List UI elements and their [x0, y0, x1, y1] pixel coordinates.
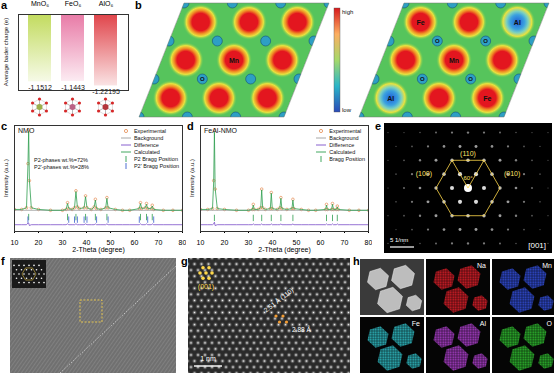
html-text:Difference: Difference	[329, 141, 355, 148]
svg-text:30: 30	[245, 239, 253, 246]
html-text:a: a	[1, 0, 8, 11]
svg-text:Mn: Mn	[542, 262, 552, 269]
svg-text:Average bader charge (e): Average bader charge (e)	[3, 18, 9, 86]
svg-text:60: 60	[317, 239, 325, 246]
svg-text:high: high	[342, 9, 353, 15]
html-text:f: f	[1, 255, 5, 267]
html-text:P2-phases wt.%=72%: P2-phases wt.%=72%	[34, 157, 88, 163]
svg-text:[001]: [001]	[528, 241, 546, 250]
html-text:FeAl-NMO: FeAl-NMO	[204, 127, 238, 134]
html-text:Bragg Position: Bragg Position	[329, 155, 365, 162]
svg-text:70: 70	[341, 239, 349, 246]
svg-text:O: O	[483, 38, 488, 44]
svg-text:10: 10	[11, 239, 19, 246]
svg-text:80: 80	[365, 239, 372, 246]
svg-text:Intensity (a.u.): Intensity (a.u.)	[3, 159, 9, 197]
svg-text:Fe: Fe	[417, 19, 425, 26]
html-text:Experimental: Experimental	[133, 127, 166, 134]
svg-text:2-Theta (degree): 2-Theta (degree)	[258, 246, 311, 254]
svg-text:Al: Al	[480, 320, 487, 327]
html-text:Difference: Difference	[133, 141, 159, 148]
html-text:b: b	[135, 0, 142, 11]
svg-text:20: 20	[35, 239, 43, 246]
svg-text:20: 20	[221, 239, 229, 246]
svg-text:2.51 Å (110): 2.51 Å (110)	[262, 286, 295, 315]
svg-text:O: O	[200, 76, 205, 82]
svg-text:O: O	[547, 320, 553, 327]
svg-text:70: 70	[155, 239, 163, 246]
html-text:Calculated: Calculated	[329, 148, 356, 155]
svg-text:Na: Na	[477, 262, 486, 269]
html-text:Experimental: Experimental	[329, 127, 362, 134]
svg-text:40: 40	[268, 239, 277, 247]
svg-text:Al: Al	[387, 95, 394, 102]
svg-text:-1.1443: -1.1443	[61, 84, 85, 91]
svg-text:FeO₆: FeO₆	[65, 0, 82, 7]
svg-text:2.88 Å: 2.88 Å	[292, 325, 311, 333]
html-text:d: d	[187, 120, 194, 132]
svg-text:-1.22195: -1.22195	[92, 88, 120, 95]
html-text:Background: Background	[329, 134, 359, 141]
html-text:g: g	[181, 255, 188, 267]
svg-text:50: 50	[292, 239, 301, 247]
svg-text:O: O	[468, 76, 473, 82]
svg-text:O: O	[420, 76, 425, 82]
svg-text:(100): (100)	[416, 170, 432, 178]
svg-text:50: 50	[106, 239, 115, 247]
html-text:NMO: NMO	[18, 127, 35, 134]
svg-text:MnO₆: MnO₆	[31, 0, 49, 7]
svg-text:5 1/nm: 5 1/nm	[390, 237, 408, 243]
svg-text:(010): (010)	[504, 170, 520, 178]
html-text:P2' Bragg Position: P2' Bragg Position	[133, 162, 179, 169]
html-text:P2 Bragg Position: P2 Bragg Position	[133, 155, 178, 162]
svg-text:80: 80	[179, 239, 186, 246]
svg-text:Fe: Fe	[412, 320, 420, 327]
svg-text:60°: 60°	[463, 175, 473, 181]
svg-text:Mn: Mn	[229, 57, 239, 64]
html-text:Background: Background	[133, 134, 164, 141]
svg-text:Al: Al	[514, 19, 521, 26]
svg-text:Mn: Mn	[449, 57, 459, 64]
svg-text:1 nm: 1 nm	[200, 355, 216, 362]
svg-text:2-Theta (degree): 2-Theta (degree)	[72, 246, 125, 254]
html-text:h: h	[353, 255, 360, 267]
svg-text:-1.1512: -1.1512	[28, 84, 52, 91]
svg-text:Fe: Fe	[483, 95, 491, 102]
svg-text:40: 40	[82, 239, 91, 247]
svg-text:60: 60	[131, 239, 139, 246]
svg-text:low: low	[342, 107, 352, 113]
svg-text:O: O	[435, 38, 440, 44]
svg-text:(001): (001)	[198, 283, 214, 291]
svg-text:Intensity (a.u.): Intensity (a.u.)	[189, 159, 195, 197]
html-text:c: c	[1, 120, 8, 132]
svg-text:(110): (110)	[460, 150, 476, 158]
svg-text:30: 30	[59, 239, 67, 246]
svg-text:10: 10	[197, 239, 205, 246]
html-text:Calculated: Calculated	[133, 148, 160, 155]
svg-text:AlO₆: AlO₆	[99, 0, 114, 7]
html-text:P2'-phases wt.%=28%: P2'-phases wt.%=28%	[34, 164, 89, 170]
html-text:e: e	[375, 120, 382, 132]
